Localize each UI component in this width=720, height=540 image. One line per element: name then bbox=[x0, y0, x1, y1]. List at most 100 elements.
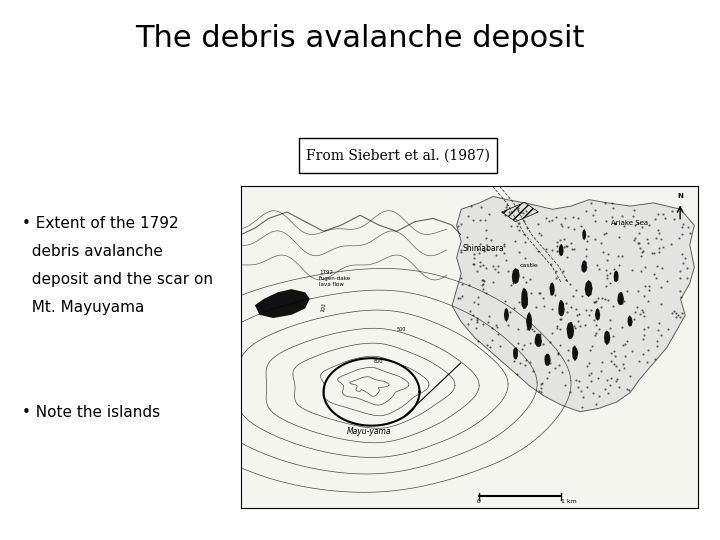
Text: castle: castle bbox=[520, 262, 539, 268]
Point bbox=[519, 237, 531, 246]
Point bbox=[465, 201, 477, 210]
Point bbox=[520, 361, 531, 369]
Point bbox=[540, 245, 552, 254]
Point bbox=[642, 322, 654, 331]
Point bbox=[595, 238, 606, 247]
Point bbox=[512, 339, 523, 348]
Point bbox=[472, 336, 484, 345]
Point bbox=[454, 294, 466, 302]
Point bbox=[649, 249, 660, 258]
Point bbox=[644, 220, 655, 229]
Point bbox=[498, 239, 510, 248]
Point bbox=[672, 234, 684, 242]
Point bbox=[572, 214, 584, 222]
Point bbox=[638, 325, 649, 333]
Point bbox=[477, 281, 488, 289]
Point bbox=[606, 356, 617, 365]
Point bbox=[582, 232, 593, 240]
Point bbox=[559, 235, 570, 244]
Point bbox=[568, 225, 580, 233]
Point bbox=[660, 213, 671, 222]
Point bbox=[535, 380, 546, 388]
Point bbox=[541, 374, 553, 382]
Point bbox=[577, 393, 588, 401]
Point bbox=[492, 261, 503, 270]
Point bbox=[644, 282, 655, 291]
Point bbox=[652, 326, 663, 334]
Point bbox=[618, 363, 629, 372]
Point bbox=[477, 285, 489, 294]
Point bbox=[514, 359, 526, 368]
Text: 1 km: 1 km bbox=[562, 499, 577, 504]
Point bbox=[500, 203, 512, 212]
Point bbox=[554, 314, 566, 323]
Point bbox=[618, 221, 630, 230]
Point bbox=[608, 360, 620, 368]
Point bbox=[474, 261, 485, 270]
Point bbox=[580, 321, 591, 330]
Point bbox=[593, 265, 605, 274]
Point bbox=[560, 299, 572, 308]
Point bbox=[544, 368, 555, 376]
Point bbox=[463, 280, 474, 289]
Point bbox=[580, 252, 592, 261]
Point bbox=[610, 376, 621, 385]
Point bbox=[642, 297, 654, 306]
Point bbox=[685, 228, 696, 237]
Point bbox=[626, 266, 637, 274]
Point bbox=[600, 294, 611, 303]
Point bbox=[535, 384, 546, 393]
Point bbox=[603, 249, 614, 258]
Point bbox=[623, 319, 634, 327]
Point bbox=[521, 278, 532, 286]
Point bbox=[575, 222, 587, 231]
Point bbox=[560, 241, 572, 250]
Point bbox=[477, 276, 488, 285]
Point bbox=[503, 208, 515, 217]
Text: 500: 500 bbox=[397, 327, 406, 332]
Point bbox=[572, 316, 584, 325]
Point bbox=[627, 212, 639, 220]
Point bbox=[553, 348, 564, 357]
Point bbox=[666, 207, 678, 215]
Point bbox=[541, 352, 553, 361]
Point bbox=[559, 214, 571, 222]
Point bbox=[620, 340, 631, 348]
Point bbox=[557, 267, 569, 275]
Text: 100: 100 bbox=[320, 302, 327, 313]
Point bbox=[492, 268, 503, 276]
Point bbox=[555, 315, 567, 323]
Point bbox=[552, 323, 563, 332]
Point bbox=[636, 247, 648, 256]
Point bbox=[598, 230, 610, 239]
Point bbox=[484, 343, 495, 352]
Point bbox=[641, 358, 652, 367]
Point bbox=[587, 341, 598, 350]
Point bbox=[486, 335, 498, 344]
Point bbox=[683, 223, 694, 232]
Point bbox=[605, 279, 616, 287]
Point bbox=[599, 198, 611, 207]
Point bbox=[511, 370, 523, 379]
Point bbox=[626, 347, 637, 355]
Point bbox=[526, 325, 538, 333]
Point bbox=[537, 340, 549, 349]
Point bbox=[482, 318, 494, 326]
Point bbox=[474, 258, 486, 266]
Point bbox=[633, 218, 644, 227]
Point bbox=[481, 341, 492, 349]
Point bbox=[590, 217, 601, 225]
Point bbox=[562, 241, 573, 250]
Text: The debris avalanche deposit: The debris avalanche deposit bbox=[135, 24, 585, 53]
Point bbox=[601, 255, 613, 264]
Point bbox=[472, 293, 484, 301]
Point bbox=[456, 279, 467, 288]
Point bbox=[610, 219, 621, 227]
Point bbox=[601, 375, 613, 384]
Point bbox=[452, 221, 464, 230]
Point bbox=[629, 308, 640, 316]
Point bbox=[682, 264, 693, 273]
Point bbox=[456, 292, 467, 301]
Point bbox=[583, 310, 595, 319]
Point bbox=[649, 214, 661, 223]
